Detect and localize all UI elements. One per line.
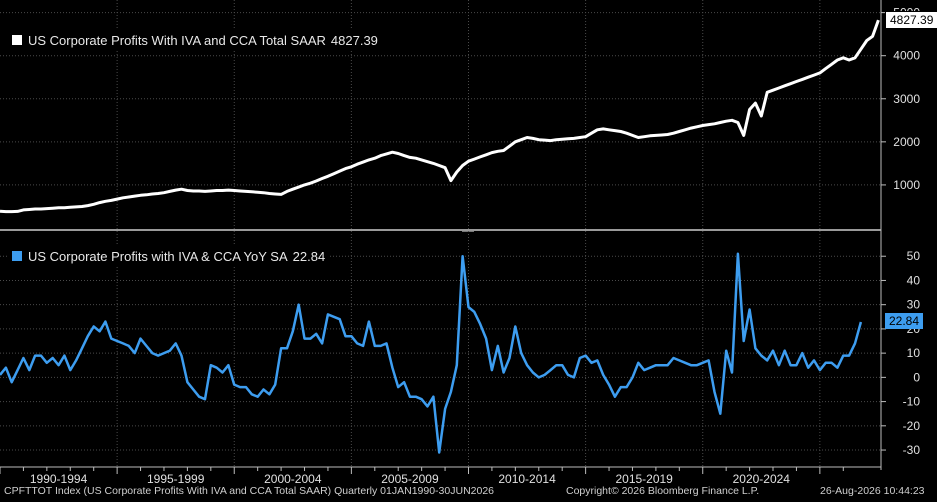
legend-top: US Corporate Profits With IVA and CCA To… xyxy=(8,30,382,50)
y-tick-label: 4000 xyxy=(893,49,920,63)
y-tick-label: 30 xyxy=(907,298,921,312)
x-tick-label: 1995-1999 xyxy=(147,472,205,486)
x-tick-label: 2015-2019 xyxy=(615,472,673,486)
y-tick-label: 0 xyxy=(913,370,920,384)
legend-top-title: US Corporate Profits With IVA and CCA To… xyxy=(28,32,326,48)
y-tick-label: -30 xyxy=(903,443,921,457)
profits-total-line xyxy=(0,19,880,214)
y-tick-label: 50 xyxy=(907,249,921,263)
y-tick-label: 2000 xyxy=(893,135,920,149)
footer-source: CPFTTOT Index (US Corporate Profits With… xyxy=(4,485,495,497)
legend-bottom-title: US Corporate Profits with IVA & CCA YoY … xyxy=(28,248,288,264)
x-tick-label: 2000-2004 xyxy=(264,472,322,486)
legend-bottom-swatch xyxy=(12,251,22,261)
last-value-label-bottom: 22.84 xyxy=(885,313,924,329)
y-tick-label: -20 xyxy=(903,419,921,433)
legend-bottom-value: 22.84 xyxy=(292,248,326,264)
legend-top-value: 4827.39 xyxy=(330,32,378,48)
x-tick-label: 1990-1994 xyxy=(30,472,88,486)
y-tick-label: 40 xyxy=(907,273,921,287)
bottom-panel-grid xyxy=(0,255,881,451)
y-tick-label: 3000 xyxy=(893,92,920,106)
profits-yoy-line xyxy=(0,252,863,454)
footer-copyright: Copyright© 2026 Bloomberg Finance L.P. xyxy=(566,485,760,497)
top-y-axis: 10002000300040005000 xyxy=(881,6,920,192)
x-tick-label: 2020-2024 xyxy=(733,472,791,486)
footer-timestamp: 26-Aug-2026 10:44:23 xyxy=(820,485,925,497)
legend-bottom: US Corporate Profits with IVA & CCA YoY … xyxy=(8,246,330,266)
bottom-y-axis: -30-20-1001020304050 xyxy=(881,249,920,457)
y-tick-label: 10 xyxy=(907,346,921,360)
x-tick-label: 2010-2014 xyxy=(498,472,556,486)
y-tick-label: -10 xyxy=(903,395,921,409)
x-tick-label: 2005-2009 xyxy=(381,472,439,486)
last-value-label-top: 4827.39 xyxy=(885,11,937,29)
legend-top-swatch xyxy=(12,35,22,45)
y-tick-label: 1000 xyxy=(893,178,920,192)
x-axis: 1990-1994 1995-1999 2000-2004 2005-2009 2010… xyxy=(0,0,844,486)
